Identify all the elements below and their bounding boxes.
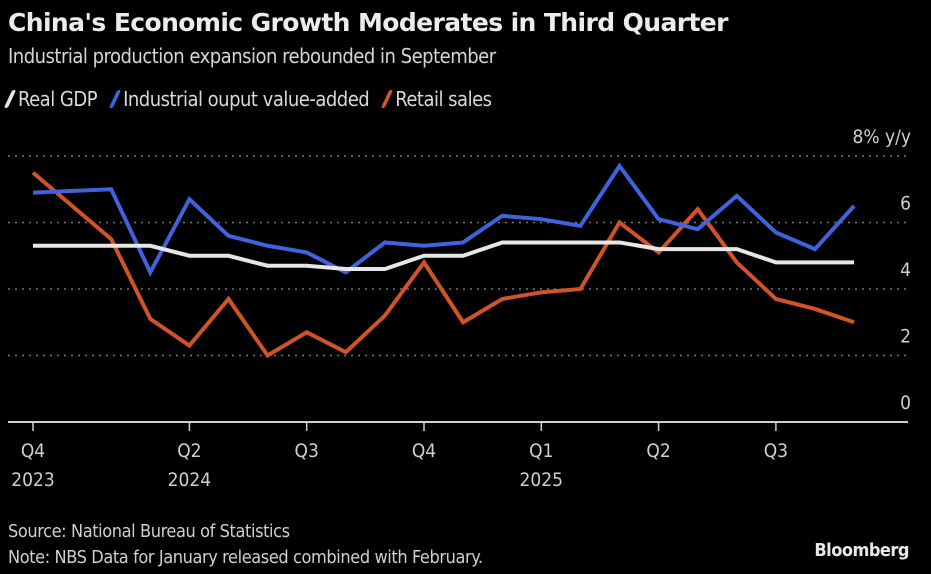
y-tick-label: 2 (900, 326, 911, 348)
x-tick-year: 2024 (168, 469, 212, 491)
x-tick-label: Q4 (412, 440, 436, 462)
x-tick-label: Q2 (177, 440, 201, 462)
legend-item-industrial: Industrial ouput value-added (108, 87, 370, 111)
series-line-retail-sales (31, 171, 855, 359)
x-tick-year: 2023 (11, 469, 55, 491)
x-tick-label: Q3 (764, 440, 788, 462)
data-note: Note: NBS Data for January released comb… (8, 547, 483, 568)
x-tick-label: Q1 (529, 440, 553, 462)
y-tick-label: 8% y/y (852, 126, 911, 148)
y-tick-label: 6 (900, 193, 911, 215)
footnotes: Source: National Bureau of Statistics No… (8, 519, 483, 571)
series-line-real-gdp (33, 240, 855, 272)
chart-subtitle: Industrial production expansion rebounde… (8, 44, 496, 68)
legend-label: Real GDP (18, 87, 98, 111)
series-line-industrial-ouput-value-added (32, 162, 856, 277)
x-tick-label: Q4 (21, 440, 45, 462)
legend-label: Industrial ouput value-added (123, 87, 370, 111)
legend-item-retail: Retail sales (381, 87, 492, 111)
y-tick-label: 4 (900, 259, 911, 281)
legend-label: Retail sales (395, 87, 492, 111)
x-tick-label: Q3 (295, 440, 319, 462)
source-note: Source: National Bureau of Statistics (8, 521, 290, 542)
x-tick-label: Q2 (646, 440, 670, 462)
x-tick-year: 2025 (520, 469, 564, 491)
chart-title: China's Economic Growth Moderates in Thi… (8, 8, 728, 37)
y-tick-label: 0 (900, 392, 911, 414)
bloomberg-logo: Bloomberg (814, 540, 909, 561)
legend-item-gdp: Real GDP (3, 87, 98, 111)
legend: Real GDP Industrial ouput value-added Re… (3, 87, 492, 111)
